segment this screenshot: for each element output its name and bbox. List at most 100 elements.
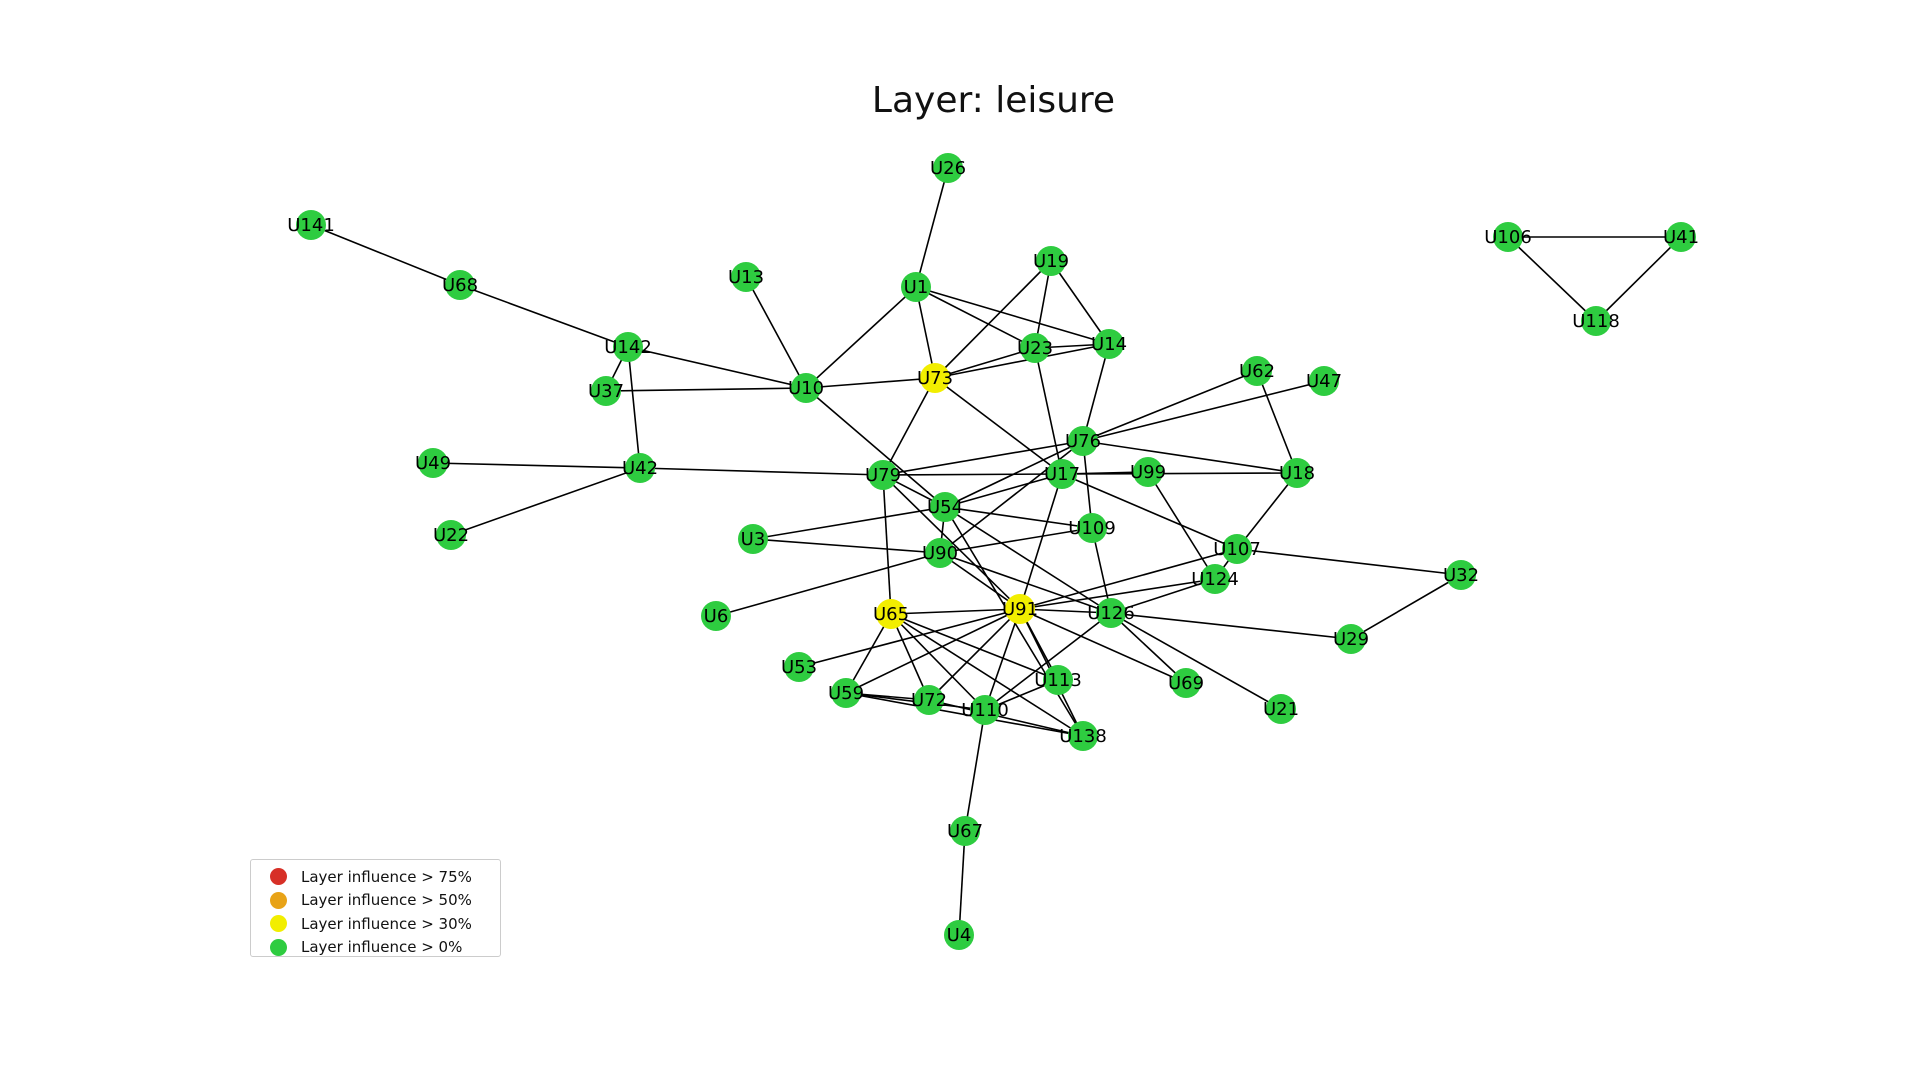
node-marker	[436, 520, 466, 550]
node-marker	[1171, 668, 1201, 698]
node-marker	[784, 652, 814, 682]
node-label: U141	[287, 215, 335, 236]
edge-U124-U126	[1110, 578, 1216, 614]
node-label: U19	[1033, 251, 1069, 272]
edge-U90-U91	[939, 552, 1021, 610]
edge-U65-U59	[845, 613, 892, 694]
edge-U65-U110	[890, 613, 986, 711]
edge-U107-U32	[1236, 548, 1462, 576]
node-U29: U29	[1333, 624, 1369, 654]
edge-U124-U91	[1019, 578, 1216, 610]
node-U68: U68	[442, 270, 478, 300]
node-marker	[925, 538, 955, 568]
edge-U99-U124	[1147, 471, 1216, 580]
edge-U54-U109	[944, 506, 1093, 529]
node-marker	[418, 448, 448, 478]
node-U69: U69	[1168, 668, 1204, 698]
node-label: U14	[1091, 334, 1127, 355]
edge-U72-U138	[928, 699, 1084, 737]
edge-U76-U18	[1082, 440, 1298, 474]
node-label: U109	[1068, 518, 1116, 539]
edge-U79-U17	[882, 473, 1063, 476]
node-label: U90	[922, 543, 958, 564]
edge-U17-U18	[1061, 472, 1298, 475]
node-label: U113	[1034, 670, 1082, 691]
edge-U1-U26	[915, 167, 949, 288]
edge-U23-U17	[1034, 347, 1063, 475]
edge-U68-U142	[459, 284, 629, 348]
node-U113: U113	[1034, 665, 1082, 695]
node-U1: U1	[901, 272, 931, 302]
node-marker	[701, 601, 731, 631]
node-label: U106	[1484, 227, 1532, 248]
edge-U141-U68	[310, 224, 461, 286]
node-marker	[1036, 246, 1066, 276]
legend-item-75: Layer influence > 75%	[259, 865, 492, 889]
node-label: U23	[1017, 338, 1053, 359]
node-U76: U76	[1065, 426, 1101, 456]
node-marker	[296, 210, 326, 240]
node-U21: U21	[1263, 694, 1299, 724]
node-marker	[1094, 329, 1124, 359]
edge-U65-U113	[890, 613, 1059, 681]
node-marker	[445, 270, 475, 300]
node-marker	[625, 453, 655, 483]
node-marker	[1068, 721, 1098, 751]
legend-marker-green	[270, 938, 287, 956]
edge-U91-U69	[1019, 608, 1187, 684]
node-marker	[1242, 356, 1272, 386]
node-label: U59	[828, 683, 864, 704]
edge-U91-U126	[1019, 608, 1112, 614]
node-U126: U126	[1087, 598, 1135, 628]
edge-U65-U72	[890, 613, 930, 701]
edge-U3-U90	[752, 538, 941, 554]
legend-marker-yellow	[270, 915, 287, 933]
node-label: U41	[1663, 227, 1699, 248]
node-U59: U59	[828, 678, 864, 708]
node-marker	[1446, 560, 1476, 590]
node-label: U53	[781, 657, 817, 678]
edge-U54-U3	[752, 506, 946, 540]
node-U107: U107	[1213, 534, 1261, 564]
node-label: U6	[704, 606, 729, 627]
node-marker	[868, 460, 898, 490]
node-label: U110	[961, 700, 1009, 721]
edge-U73-U14	[934, 343, 1110, 379]
node-marker	[1282, 458, 1312, 488]
node-label: U126	[1087, 603, 1135, 624]
legend-label: Layer influence > 75%	[301, 867, 472, 886]
node-U62: U62	[1239, 356, 1275, 386]
node-label: U99	[1130, 462, 1166, 483]
edge-U10-U54	[805, 387, 946, 508]
edge-U54-U126	[944, 506, 1112, 614]
edge-U91-U59	[845, 608, 1021, 694]
node-label: U62	[1239, 361, 1275, 382]
edge-U91-U72	[928, 608, 1021, 701]
edge-U17-U54	[944, 473, 1063, 508]
edge-U91-U110	[984, 608, 1021, 711]
edge-U62-U18	[1256, 370, 1298, 474]
node-marker	[944, 920, 974, 950]
node-marker	[1133, 457, 1163, 487]
edge-U1-U73	[915, 286, 936, 379]
node-marker	[1047, 459, 1077, 489]
node-marker	[831, 678, 861, 708]
node-U19: U19	[1033, 246, 1069, 276]
node-marker	[1020, 333, 1050, 363]
node-U23: U23	[1017, 333, 1053, 363]
edge-U17-U107	[1061, 473, 1238, 550]
node-label: U37	[588, 381, 624, 402]
node-label: U79	[865, 465, 901, 486]
node-label: U124	[1191, 569, 1239, 590]
edge-U59-U138	[845, 692, 1084, 737]
legend-item-30: Layer influence > 30%	[259, 912, 492, 936]
node-U138: U138	[1059, 721, 1107, 751]
node-label: U29	[1333, 629, 1369, 650]
legend-label: Layer influence > 30%	[301, 914, 472, 933]
legend: Layer influence > 75% Layer influence > …	[250, 859, 501, 957]
edge-U91-U53	[798, 608, 1021, 668]
edge-U49-U42	[432, 462, 641, 469]
edge-U23-U73	[934, 347, 1036, 379]
